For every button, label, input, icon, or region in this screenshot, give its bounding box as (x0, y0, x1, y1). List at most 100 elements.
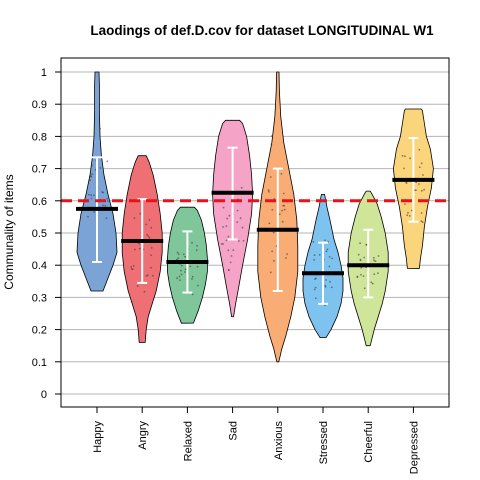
y-tick-label: 0.1 (32, 357, 47, 369)
data-point (409, 157, 411, 160)
data-point (324, 239, 326, 242)
x-tick-label: Angry (137, 421, 149, 450)
violin-happy (76, 71, 118, 292)
plot-frame (60, 57, 450, 408)
y-tick-label: 1 (41, 67, 47, 79)
data-point (102, 204, 104, 207)
data-point (87, 215, 89, 218)
data-point (371, 282, 374, 285)
data-point (420, 212, 423, 214)
data-point (377, 255, 380, 257)
data-point (318, 254, 321, 256)
data-point (357, 253, 360, 256)
data-point (312, 240, 315, 243)
data-point (133, 217, 136, 220)
data-point (423, 188, 425, 191)
data-point (406, 214, 408, 217)
data-point (313, 288, 316, 291)
data-point (228, 214, 231, 217)
data-point (90, 194, 93, 197)
y-tick-label: 0.2 (32, 325, 47, 337)
data-point (325, 250, 328, 253)
x-tick-label: Sad (228, 421, 240, 441)
data-point (146, 233, 149, 236)
data-point (268, 222, 271, 225)
data-point (191, 241, 193, 244)
data-point (178, 275, 181, 278)
data-point (184, 255, 187, 258)
data-point (313, 259, 315, 261)
data-point (370, 281, 373, 284)
data-point (191, 293, 194, 296)
data-point (270, 135, 273, 138)
data-point (227, 269, 230, 272)
data-point (373, 259, 375, 262)
data-point (197, 284, 199, 287)
data-point (407, 211, 409, 214)
data-point (105, 217, 108, 220)
data-point (269, 271, 272, 274)
data-point (329, 280, 331, 283)
data-point (177, 257, 180, 260)
data-point (280, 173, 283, 175)
data-point (360, 266, 363, 269)
data-point (90, 197, 93, 200)
data-point (314, 278, 316, 280)
data-point (331, 257, 334, 260)
data-point (269, 176, 272, 178)
data-point (106, 200, 109, 203)
data-point (273, 260, 275, 262)
data-point (326, 248, 329, 251)
data-point (420, 220, 423, 223)
data-point (421, 221, 424, 224)
data-point (90, 164, 93, 167)
x-tick-label: Anxious (273, 421, 285, 461)
x-tick-label: Cheerful (363, 421, 375, 463)
data-point (324, 286, 327, 288)
data-point (101, 191, 104, 193)
data-point (314, 286, 317, 289)
data-point (222, 206, 225, 209)
data-point (147, 235, 150, 238)
y-tick-label: 0 (41, 389, 47, 401)
data-point (230, 255, 233, 257)
data-point (179, 279, 181, 281)
data-point (268, 190, 270, 193)
violin-angry (121, 155, 164, 343)
data-point (420, 189, 423, 192)
data-point (404, 155, 406, 158)
data-point (130, 268, 133, 270)
data-point (226, 217, 229, 220)
data-point (377, 272, 379, 275)
data-point (176, 251, 179, 254)
violin-anxious (256, 71, 299, 363)
data-point (88, 193, 90, 196)
data-point (180, 264, 183, 267)
violin-sad (211, 119, 254, 318)
data-point (285, 257, 287, 259)
data-point (106, 160, 109, 163)
data-point (278, 213, 281, 216)
data-point (359, 259, 362, 262)
data-point (132, 265, 135, 267)
data-point (282, 204, 285, 207)
data-point (138, 242, 141, 245)
data-point (363, 256, 366, 259)
data-point (225, 225, 228, 228)
data-point (191, 275, 194, 278)
data-point (374, 260, 377, 263)
data-point (286, 253, 288, 256)
data-point (196, 244, 199, 247)
gridlines (61, 71, 449, 395)
data-point (93, 194, 95, 197)
data-point (271, 208, 274, 211)
data-point (184, 268, 187, 271)
data-point (227, 249, 230, 252)
data-point (99, 127, 101, 130)
data-point (191, 278, 193, 280)
data-point (146, 274, 149, 277)
data-point (281, 220, 284, 223)
data-point (282, 192, 285, 195)
y-axis-label: Communality of items (2, 174, 16, 289)
